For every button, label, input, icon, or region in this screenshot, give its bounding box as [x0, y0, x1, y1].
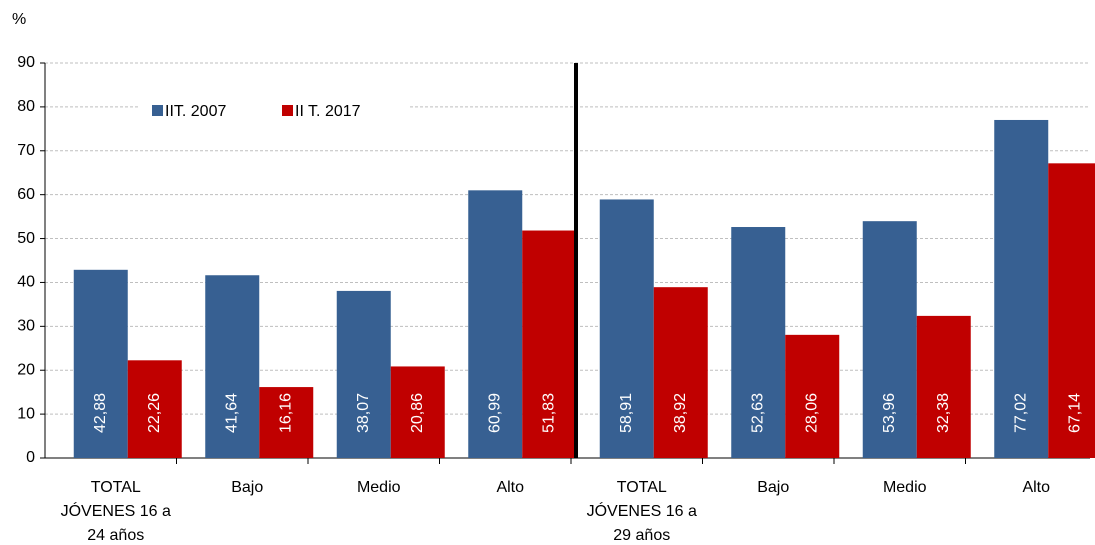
x-tick-label: JÓVENES 16 a — [587, 501, 697, 520]
bar — [916, 315, 971, 458]
legend-box — [140, 95, 410, 127]
value-label: 32,38 — [935, 393, 952, 433]
x-tick-label: Medio — [357, 479, 401, 496]
value-label: 16,16 — [277, 393, 294, 433]
value-label: 60,99 — [486, 393, 503, 433]
value-label: 77,02 — [1012, 393, 1029, 433]
value-label: 52,63 — [749, 393, 766, 433]
x-tick-label: Alto — [496, 479, 524, 496]
y-tick-label: 50 — [17, 230, 35, 247]
y-tick-label: 30 — [17, 318, 35, 335]
y-axis-label: % — [12, 11, 26, 28]
y-tick-label: 10 — [17, 405, 35, 422]
x-tick-label: Alto — [1022, 479, 1050, 496]
bar — [73, 269, 128, 458]
legend-label: II T. 2017 — [295, 103, 361, 120]
value-label: 51,83 — [540, 393, 557, 433]
x-tick-label: JÓVENES 16 a — [61, 501, 171, 520]
x-tick-label: 24 años — [87, 527, 144, 544]
bar — [336, 290, 391, 458]
y-tick-label: 70 — [17, 142, 35, 159]
x-tick-label: Medio — [883, 479, 927, 496]
value-label: 38,07 — [355, 393, 372, 433]
bar — [994, 119, 1049, 459]
bar — [468, 190, 523, 459]
x-tick-label: TOTAL — [91, 479, 141, 496]
bar — [522, 230, 577, 458]
value-label: 22,26 — [146, 393, 163, 433]
bar — [259, 387, 314, 458]
y-tick-label: 40 — [17, 274, 35, 291]
bar — [1048, 163, 1095, 458]
x-tick-label: 29 años — [613, 527, 670, 544]
value-label: 38,92 — [672, 393, 689, 433]
legend-swatch — [282, 105, 293, 116]
bar — [127, 360, 182, 458]
bar — [731, 227, 786, 458]
value-label: 41,64 — [223, 393, 240, 433]
bar — [862, 221, 917, 458]
value-label: 28,06 — [803, 393, 820, 433]
x-tick-label: Bajo — [231, 479, 263, 496]
value-label: 67,14 — [1066, 393, 1083, 433]
bar — [653, 287, 708, 458]
value-label: 53,96 — [881, 393, 898, 433]
bar — [390, 366, 445, 458]
x-tick-label: TOTAL — [617, 479, 667, 496]
y-tick-label: 80 — [17, 98, 35, 115]
bar — [785, 334, 840, 458]
legend-swatch — [152, 105, 163, 116]
bar — [205, 275, 260, 458]
value-label: 42,88 — [92, 393, 109, 433]
y-tick-label: 20 — [17, 361, 35, 378]
bar — [599, 199, 654, 458]
x-tick-label: Bajo — [757, 479, 789, 496]
value-label: 20,86 — [409, 393, 426, 433]
y-tick-label: 60 — [17, 186, 35, 203]
y-tick-label: 90 — [17, 54, 35, 71]
y-tick-label: 0 — [26, 449, 35, 466]
value-label: 58,91 — [618, 393, 635, 433]
legend-label: IIT. 2007 — [165, 103, 226, 120]
